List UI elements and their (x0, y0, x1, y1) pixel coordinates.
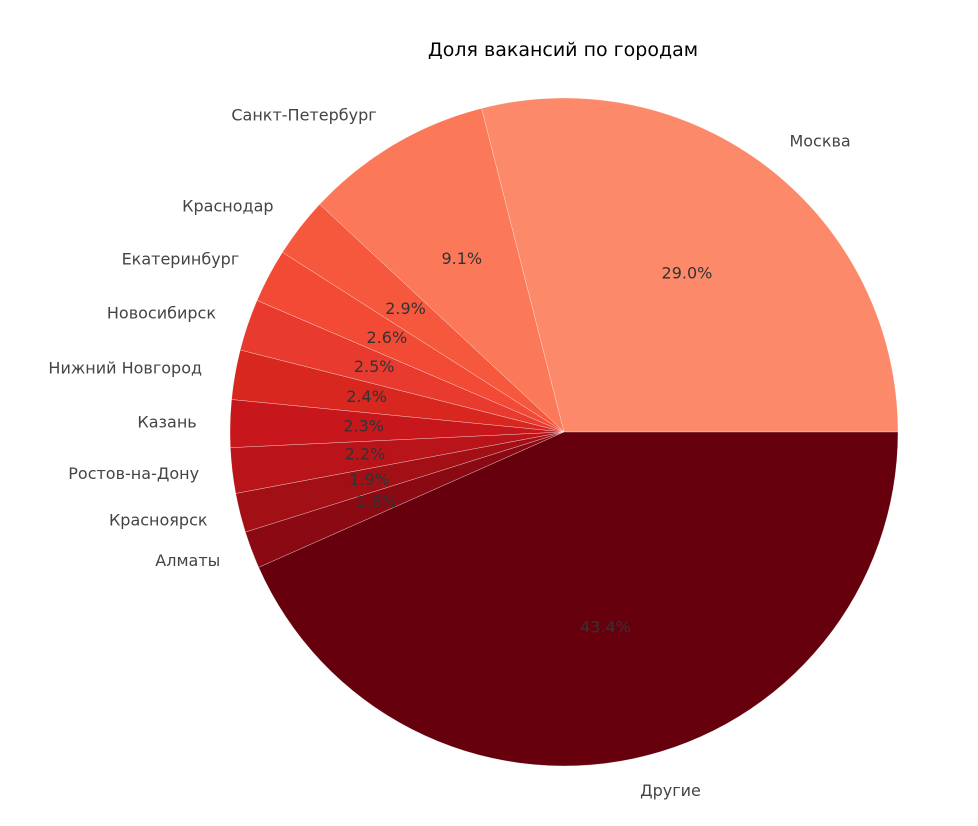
slice-3-label: Екатеринбург (122, 250, 240, 269)
slice-9-label: Алматы (155, 551, 220, 570)
slice-4-percent-label: 2.5% (354, 357, 395, 376)
slice-2-label: Краснодар (182, 197, 273, 216)
slice-0-percent-label: 29.0% (662, 263, 713, 282)
slice-1-percent-label: 9.1% (441, 249, 482, 268)
slice-0-wedge (481, 97, 899, 433)
slice-4-label: Новосибирск (107, 304, 216, 323)
slice-5-percent-label: 2.4% (346, 387, 387, 406)
slice-1-label: Санкт-Петербург (231, 105, 376, 124)
slice-2-percent-label: 2.9% (385, 299, 426, 318)
slice-6-label: Казань (137, 412, 196, 431)
slice-8-percent-label: 1.9% (349, 470, 390, 489)
chart-title: Доля вакансий по городам (428, 39, 698, 61)
slice-9-percent-label: 1.8% (356, 492, 397, 511)
slice-7-label: Ростов-на-Дону (68, 464, 199, 483)
slices-layer (229, 97, 899, 767)
pct-labels-layer: 29.0% 9.1% 2.9% 2.6% 2.5% 2.4% 2.3% 2.2% 1.9% 1.8… (343, 249, 712, 636)
slice-10-wedge (258, 431, 899, 767)
slice-3-percent-label: 2.6% (367, 328, 408, 347)
slice-6-percent-label: 2.3% (343, 416, 384, 435)
slice-7-percent-label: 2.2% (345, 445, 386, 464)
slice-5-label: Нижний Новгород (48, 358, 202, 377)
outer-labels-layer: Москва Санкт-Петербург Краснодар Екатеринбу… (48, 105, 850, 799)
slice-0-label: Москва (789, 131, 850, 150)
slice-1-wedge (319, 108, 565, 433)
slice-10-label: Другие (640, 781, 701, 800)
slice-10-percent-label: 43.4% (580, 618, 631, 637)
slice-8-label: Красноярск (109, 511, 208, 530)
